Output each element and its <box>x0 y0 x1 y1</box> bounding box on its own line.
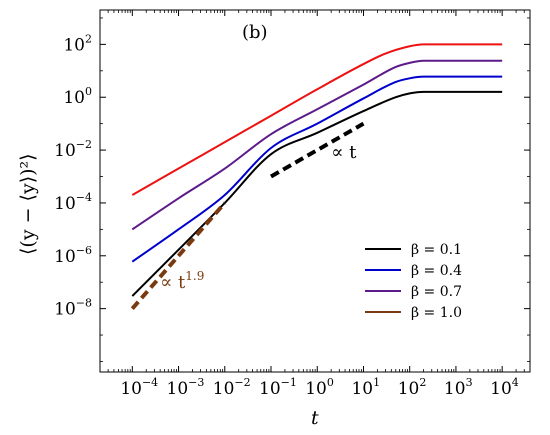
series-line-2 <box>131 59 503 231</box>
series-line-3 <box>131 43 503 196</box>
guide-line-0 <box>270 121 365 179</box>
guide-line-1 <box>130 201 227 310</box>
axes-frame <box>99 9 531 373</box>
guide-label-superdiffusive: ∝ t1.9 <box>160 269 204 293</box>
legend-label-1: β = 0.4 <box>411 263 462 279</box>
axis-ticks: 10−4 10−3 10−2 10−1 100 101 102 103 104 10−8 10−6 1… <box>54 10 531 399</box>
series-line-0 <box>131 90 503 297</box>
x-tick-label: 10−2 <box>213 376 251 399</box>
x-tick-label: 104 <box>490 376 519 399</box>
x-tick-label: 100 <box>305 376 334 399</box>
x-tick-label: 10−3 <box>167 376 205 399</box>
x-tick-label: 102 <box>398 376 427 399</box>
y-tick-label: 102 <box>63 32 92 55</box>
y-tick-label: 10−2 <box>54 138 92 161</box>
legend-label-3: β = 1.0 <box>411 305 462 321</box>
y-axis-label: ⟨(y − ⟨y⟩)²⟩ <box>17 153 39 255</box>
y-tick-label: 10−8 <box>54 297 92 320</box>
series-lines <box>131 43 503 297</box>
legend-label-2: β = 0.7 <box>411 284 462 300</box>
x-tick-label: 10−4 <box>120 376 158 399</box>
chart-text: (b) t ⟨(y − ⟨y⟩)²⟩ <box>17 22 319 429</box>
x-tick-label: 10−1 <box>259 376 297 399</box>
x-tick-label: 103 <box>444 376 473 399</box>
slope-guides: ∝ t ∝ t1.9 <box>130 121 365 310</box>
y-tick-label: 100 <box>63 85 92 108</box>
legend: β = 0.1 β = 0.4 β = 0.7 β = 1.0 <box>365 242 462 321</box>
x-axis-label: t <box>311 407 319 429</box>
panel-label: (b) <box>242 22 268 43</box>
x-tick-label: 101 <box>351 376 380 399</box>
legend-label-0: β = 0.1 <box>411 242 462 258</box>
series-line-1 <box>131 75 503 263</box>
guide-label-linear: ∝ t <box>331 142 357 163</box>
y-tick-label: 10−4 <box>54 191 92 214</box>
y-tick-label: 10−6 <box>54 244 92 267</box>
